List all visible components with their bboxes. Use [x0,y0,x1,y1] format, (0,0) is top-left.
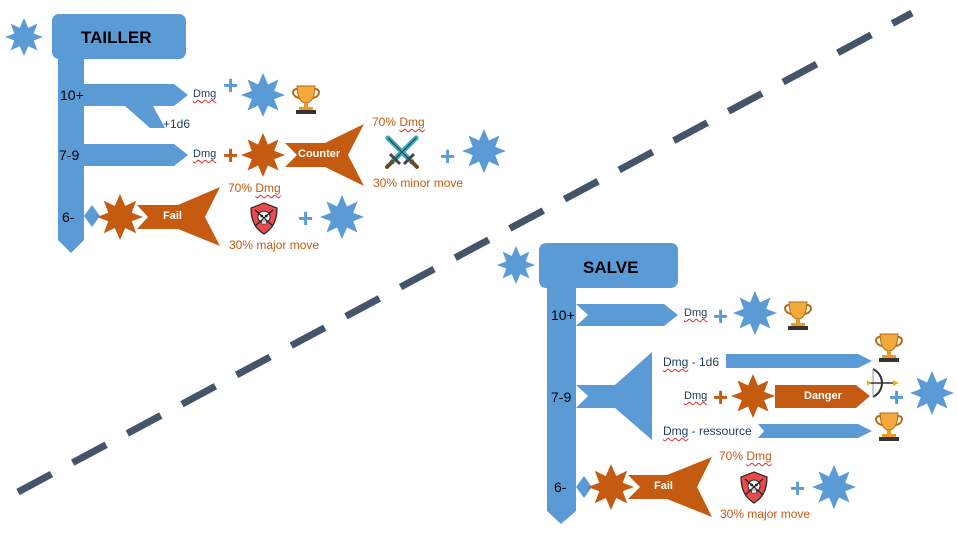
burst-icon [97,194,143,240]
tailler-7-9-arrow [84,144,188,166]
tailler-block: + + + + [4,14,506,253]
option-3-label: Dmg - ressource [663,424,752,438]
burst-icon [497,246,535,284]
roll-7-9: 7-9 [59,147,80,163]
dmg-label: Dmg [193,88,217,100]
burst-icon [812,465,856,509]
burst-icon [733,291,777,335]
burst-icon [4,18,43,56]
salve-10-arrow [576,304,678,326]
option-bar-1 [726,354,872,368]
fail-fork [628,457,712,517]
burst-icon [731,374,775,418]
tailler-stem [58,55,84,253]
trophy-icon [784,301,812,331]
trophy-icon [875,333,903,363]
salve-header [539,243,678,288]
fail-label: Fail [654,480,673,492]
trophy-icon [875,412,903,442]
plus-sign: + [223,70,238,100]
counter-label: Counter [298,148,341,160]
salve-block: + + + + [497,243,954,524]
fail-fork [137,187,220,246]
bonus-label: +1d6 [163,117,191,131]
option-bar-3 [758,424,872,438]
fail-top-label: 70% Dmg [719,449,772,463]
plus-sign: + [790,473,805,503]
plus-sign: + [713,301,728,331]
danger-label: Danger [804,390,842,402]
crossed-swords-icon [387,138,417,167]
fail-bottom-label: 30% major move [229,238,320,252]
burst-icon [910,371,954,415]
roll-6-minus: 6- [554,479,567,495]
roll-6-minus: 6- [62,209,75,225]
plus-sign: + [713,382,728,412]
skull-shield-icon [250,202,278,235]
tailler-6-arrow [84,205,100,227]
counter-top-label: 70% Dmg [372,115,425,129]
plus-sign: + [223,140,238,170]
plus-sign: + [889,382,904,412]
fail-label: Fail [163,210,182,222]
roll-10-plus: 10+ [551,307,575,323]
burst-icon [241,133,285,177]
tailler-title: TAILLER [81,28,152,47]
burst-icon [588,464,634,510]
plus-sign: + [298,203,313,233]
trophy-icon [292,85,320,115]
option-1-label: Dmg - 1d6 [663,355,720,369]
diagonal-divider [16,9,914,496]
skull-shield-icon [740,471,768,504]
dmg-label: Dmg [684,390,708,402]
roll-10-plus: 10+ [60,87,84,103]
salve-stem [547,284,576,524]
salve-title: SALVE [583,258,639,277]
counter-fork [285,124,364,186]
burst-icon [462,129,506,173]
plus-sign: + [440,141,455,171]
fail-top-label: 70% Dmg [228,181,281,195]
dmg-label: Dmg [193,148,217,160]
danger-arrow [775,385,870,408]
salve-6-arrow [576,476,592,498]
tailler-10-arrow [84,84,188,128]
burst-icon [241,73,285,117]
dmg-label: Dmg [684,307,708,319]
roll-7-9: 7-9 [551,389,572,405]
fail-bottom-label: 30% major move [720,507,811,521]
salve-7-9-arrow [576,352,652,440]
tailler-header [52,14,186,59]
counter-bottom-label: 30% minor move [373,176,464,190]
burst-icon [320,195,364,239]
